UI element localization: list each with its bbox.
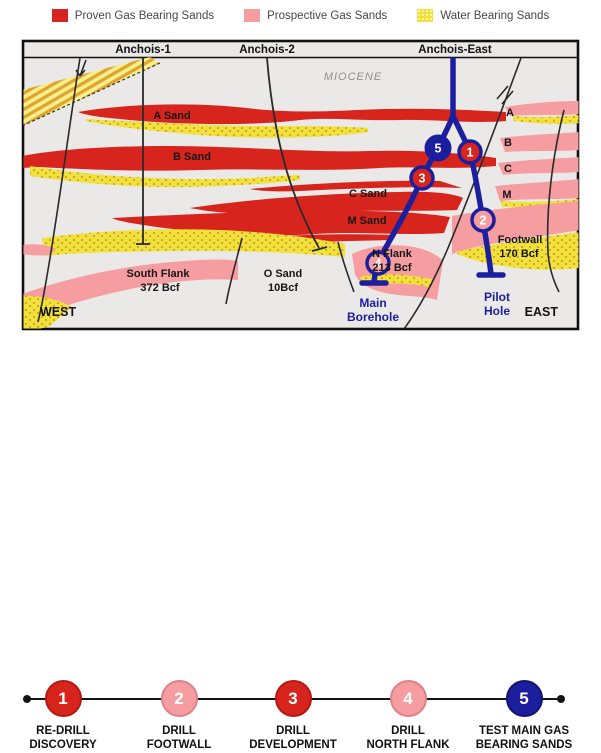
south-flank-volume: 372 Bcf [140,282,179,294]
cross-section-diagram: Anchois-1 Anchois-2 Anchois-East [21,39,580,331]
well-header-anchois-2: Anchois-2 [239,44,295,56]
step-1-circle: 1 [44,680,82,717]
east-letter-b: B [504,137,512,149]
m-sand-band [112,210,450,236]
a-sand-label: A Sand [153,110,191,122]
c-sand-wisp [250,180,462,192]
step-5-label-line1: TEST MAIN GAS [478,725,570,737]
svg-text:5: 5 [435,142,442,156]
step-3-label-line1: DRILL [276,725,310,737]
well-anchois-1 [136,58,150,245]
step-3-label-line2: DEVELOPMENT [249,739,337,752]
section-marker-2: 2 [470,207,496,233]
step-1-label-line1: RE-DRILL [36,725,90,737]
section-marker-4: 4 [365,250,391,276]
legend-item-water: Water Bearing Sands [417,9,549,22]
svg-text:1: 1 [467,146,474,160]
svg-text:4: 4 [375,257,382,271]
a-sand-water-band [86,119,368,138]
pilot-hole-path [450,113,494,277]
proven-gas-swatch-icon [51,9,68,22]
southwest-water-wedge [23,295,72,329]
a-sand-band [78,104,506,125]
b-sand-water-band [30,166,300,188]
water-bearing-swatch-icon [417,9,434,22]
well-header-anchois-1: Anchois-1 [115,44,171,56]
section-marker-1: 1 [457,139,483,165]
timeline-step-4: 4 DRILL NORTH FLANK [343,680,473,753]
south-flank-band [23,259,238,320]
step-2-label-line2: FOOTWALL [146,739,212,752]
north-flank-label: N Flank [372,248,413,260]
timeline-step-3: 3 DRILL DEVELOPMENT [228,680,358,753]
section-marker-5: 5 [424,134,452,162]
c-sand-band [190,191,463,215]
svg-text:3: 3 [419,172,426,186]
main-borehole-label2: Borehole [347,310,399,324]
south-flank-label: South Flank [127,268,191,280]
timeline-step-2: 2 DRILL FOOTWALL [114,680,244,753]
west-pink-sliver [23,244,56,256]
pilot-hole-label2: Hole [484,304,510,318]
west-label: WEST [40,305,76,319]
hatched-band [23,57,161,126]
legend-label: Water Bearing Sands [440,9,550,22]
timeline: 1 RE-DRILL DISCOVERY 2 DRILL FOOTWALL 3 … [0,338,601,751]
east-letter-m: M [502,189,511,201]
b-sand-band [23,146,496,171]
timeline-step-5: 5 TEST MAIN GAS BEARING SANDS [459,680,589,753]
well-header-anchois-east: Anchois-East [418,44,492,56]
step-2-circle: 2 [160,680,198,717]
east-letter-a: A [506,107,514,119]
step-4-label-line2: NORTH FLANK [366,739,450,752]
svg-text:2: 2 [480,214,487,228]
o-sand-label: O Sand [264,268,303,280]
fault-lines [37,57,565,329]
legend: Proven Gas Bearing Sands Prospective Gas… [0,9,601,22]
pilot-hole-label: Pilot [484,290,510,304]
step-4-label-line1: DRILL [391,725,425,737]
step-5-label-line2: BEARING SANDS [475,739,573,752]
east-label: EAST [525,305,559,319]
timeline-step-1: 1 RE-DRILL DISCOVERY [0,680,128,753]
step-5-circle: 5 [505,680,543,717]
fault-arrow-icon [75,59,87,77]
m-sand-label: M Sand [347,215,386,227]
step-3-circle: 3 [274,680,312,717]
main-borehole-label: Main [359,296,386,310]
east-letter-c: C [504,163,512,175]
step-1-label-line2: DISCOVERY [29,739,97,752]
step-2-label-line1: DRILL [162,725,196,737]
section-marker-3: 3 [409,165,435,191]
legend-label: Prospective Gas Sands [267,9,388,22]
well-anchois-2 [266,57,328,252]
era-label: MIOCENE [324,71,382,83]
step-4-circle: 4 [389,680,427,717]
legend-item-prospective: Prospective Gas Sands [244,9,387,22]
legend-label: Proven Gas Bearing Sands [74,9,215,22]
north-flank-volume: 213 Bcf [372,262,411,274]
c-sand-label: C Sand [349,188,387,200]
fault-slip-marks-icon [496,85,514,105]
o-sand-volume: 10Bcf [268,282,298,294]
footwall-label: Footwall [498,234,543,246]
b-sand-label: B Sand [173,151,211,163]
footwall-volume: 170 Bcf [499,248,538,260]
prospective-gas-swatch-icon [244,9,261,22]
deep-water-band [42,229,345,257]
legend-item-proven: Proven Gas Bearing Sands [51,9,215,22]
